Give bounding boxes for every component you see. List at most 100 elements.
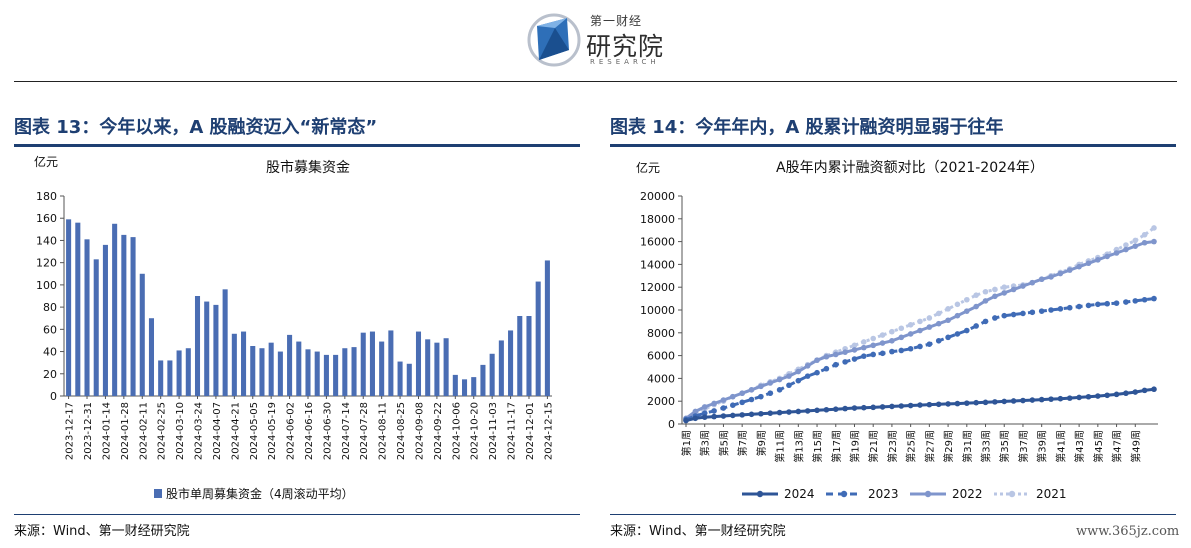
x-tick-label: 2024-09-22	[433, 402, 444, 460]
figure13-title: 图表 13：今年以来，A 股融资迈入“新常态”	[14, 117, 378, 138]
series-point-2023	[1038, 308, 1045, 314]
series-point-2021	[1132, 237, 1139, 244]
x-tick-label: 第47周	[1111, 430, 1124, 463]
series-point-2022	[692, 408, 699, 415]
y-tick-label: 2000	[647, 395, 675, 408]
x-tick-label: 第25周	[905, 430, 918, 463]
y-tick-label: 100	[36, 279, 57, 292]
series-point-2023	[814, 369, 820, 376]
series-point-2024	[926, 401, 933, 408]
series-point-2022	[992, 293, 998, 300]
series-point-2022	[842, 349, 848, 355]
series-point-2024	[851, 405, 858, 411]
series-point-2024	[832, 406, 839, 412]
series-point-2023	[973, 323, 979, 329]
bar	[314, 351, 320, 396]
series-point-2022	[739, 390, 745, 397]
legend-marker-2023	[840, 490, 848, 498]
series-point-2024	[748, 411, 755, 418]
bar	[397, 361, 403, 396]
figure14-source: 来源：Wind、第一财经研究院	[610, 524, 786, 539]
x-tick-label: 2024-02-25	[157, 402, 168, 460]
x-tick-label: 2024-03-10	[175, 402, 186, 460]
legend-marker-2021	[1008, 490, 1016, 498]
series-point-2022	[1113, 250, 1120, 256]
x-tick-label: 2024-07-28	[359, 402, 370, 460]
series-point-2022	[1085, 260, 1092, 267]
series-point-2021	[917, 318, 923, 325]
series-point-2022	[776, 376, 783, 383]
series-point-2023	[758, 393, 764, 400]
series-point-2024	[907, 402, 914, 409]
series-point-2024	[767, 410, 774, 416]
x-tick-label: 2024-08-11	[378, 402, 389, 460]
series-point-2024	[720, 413, 727, 419]
series-point-2022	[982, 298, 989, 304]
series-point-2023	[1104, 300, 1110, 307]
series-point-2023	[720, 405, 727, 411]
series-point-2023	[1141, 296, 1148, 303]
series-point-2024	[1001, 398, 1008, 405]
series-point-2022	[861, 344, 867, 351]
figure13-source-rule	[14, 514, 580, 515]
y-tick-label: 180	[36, 190, 57, 203]
legend-label-2022: 2022	[952, 487, 983, 501]
x-tick-label: 2024-06-16	[304, 402, 315, 460]
legend-marker-2022	[924, 490, 932, 498]
figure14-title-rule	[610, 144, 1176, 147]
series-point-2023	[823, 365, 830, 372]
series-point-2024	[683, 417, 689, 424]
series-point-2022	[758, 383, 764, 390]
series-point-2022	[804, 363, 811, 369]
series-point-2024	[1095, 393, 1101, 399]
series-point-2021	[861, 339, 867, 345]
y-tick-label: 0	[668, 418, 675, 431]
bar	[93, 259, 99, 396]
bar	[517, 316, 523, 396]
series-point-2024	[711, 413, 717, 420]
series-point-2022	[1057, 270, 1064, 277]
bar	[480, 364, 486, 396]
y-tick-label: 20	[43, 368, 57, 381]
series-point-2023	[861, 353, 867, 359]
legend-marker-2024	[756, 490, 764, 498]
series-point-2023	[804, 373, 811, 379]
series-point-2024	[842, 405, 848, 412]
figure13-source: 来源：Wind、第一财经研究院	[14, 524, 190, 539]
bar	[498, 340, 504, 396]
series-point-2021	[889, 328, 895, 335]
y-tick-label: 20000	[640, 190, 675, 203]
x-tick-label: 第3周	[699, 430, 712, 456]
bar	[176, 350, 182, 396]
series-point-2024	[954, 400, 961, 407]
series-point-2023	[786, 382, 792, 389]
series-point-2023	[1048, 307, 1054, 313]
series-point-2022	[1123, 246, 1129, 253]
series-line-2021	[685, 226, 1155, 422]
x-tick-label: 第37周	[1017, 430, 1030, 463]
y-tick-label: 4000	[647, 372, 675, 385]
series-point-2024	[1132, 389, 1139, 395]
x-tick-label: 2024-12-15	[543, 402, 554, 460]
bar	[544, 260, 550, 396]
figure14-title: 图表 14：今年年内，A 股累计融资明显弱于往年	[610, 117, 1004, 138]
series-point-2024	[992, 399, 998, 405]
x-tick-label: 第11周	[774, 430, 787, 463]
series-point-2023	[1029, 309, 1036, 316]
bar	[277, 351, 283, 396]
series-point-2024	[795, 408, 802, 415]
series-point-2023	[1076, 303, 1082, 310]
x-tick-label: 第39周	[1036, 430, 1049, 463]
series-point-2023	[917, 343, 923, 350]
series-point-2023	[1123, 299, 1129, 305]
series-point-2021	[907, 322, 914, 328]
x-tick-label: 2024-09-08	[414, 402, 425, 460]
figure14-chart: 亿元 A股年内累计融资额对比（2021-2024年） 0 2000 4000 6000 80…	[636, 160, 1158, 501]
series-point-2022	[1151, 238, 1157, 245]
x-tick-label: 第19周	[848, 430, 861, 463]
legend-label-2021: 2021	[1036, 487, 1067, 501]
series-point-2024	[786, 409, 792, 415]
bar	[388, 330, 394, 396]
series-point-2022	[1029, 279, 1036, 286]
legend-label-2023: 2023	[868, 487, 899, 501]
